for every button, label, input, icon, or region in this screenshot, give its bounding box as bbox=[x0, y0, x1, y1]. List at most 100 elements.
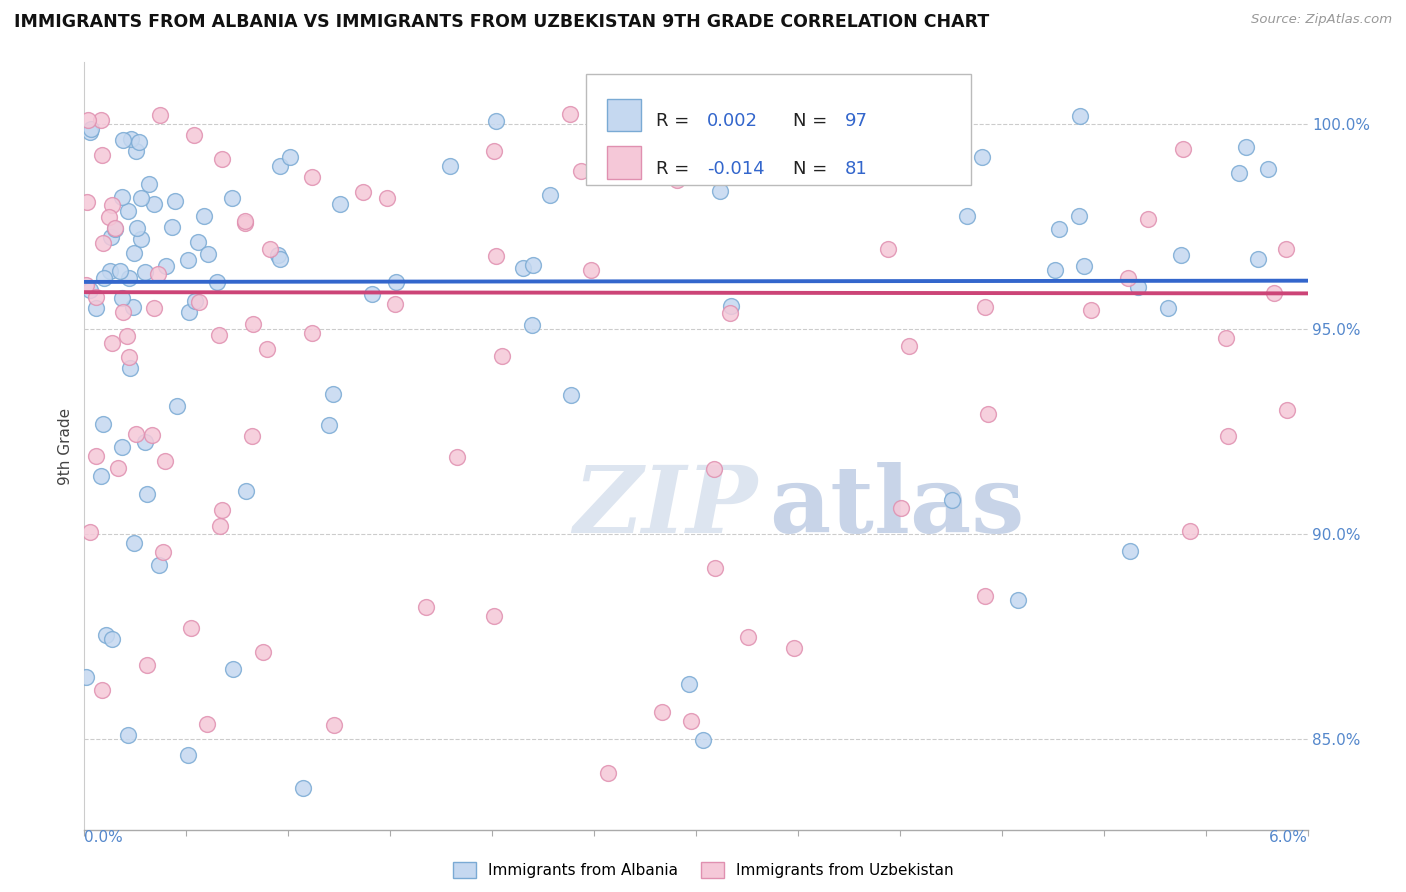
Point bbox=[259, 242, 281, 256]
Point bbox=[482, 144, 505, 158]
Point bbox=[90, 113, 112, 128]
Point bbox=[569, 164, 592, 178]
Point bbox=[155, 259, 177, 273]
Point bbox=[90, 468, 112, 483]
Point bbox=[75, 277, 97, 292]
Point bbox=[877, 243, 900, 257]
Point bbox=[329, 197, 352, 211]
Point bbox=[180, 621, 202, 635]
Point bbox=[446, 450, 468, 464]
Point bbox=[111, 189, 134, 203]
Point bbox=[718, 306, 741, 320]
Point bbox=[187, 235, 209, 249]
Point bbox=[118, 361, 141, 376]
Point bbox=[84, 290, 107, 304]
Point bbox=[177, 747, 200, 762]
Point bbox=[323, 717, 346, 731]
Point bbox=[679, 714, 702, 728]
Point bbox=[1277, 402, 1299, 417]
Point bbox=[278, 149, 301, 163]
Point bbox=[977, 408, 1000, 422]
Point bbox=[118, 271, 141, 285]
Point bbox=[242, 429, 264, 443]
Point bbox=[100, 198, 122, 212]
Point bbox=[704, 105, 727, 120]
Point bbox=[112, 305, 135, 319]
Point bbox=[1227, 166, 1250, 180]
Point bbox=[360, 286, 382, 301]
Point bbox=[91, 236, 114, 251]
Point bbox=[318, 417, 340, 432]
Point bbox=[761, 101, 783, 115]
Point bbox=[125, 144, 148, 158]
Point bbox=[160, 219, 183, 234]
Text: N =: N = bbox=[793, 112, 832, 130]
Point bbox=[84, 301, 107, 315]
Point bbox=[183, 128, 205, 142]
Point bbox=[233, 214, 256, 228]
Point bbox=[439, 159, 461, 173]
Point bbox=[375, 191, 398, 205]
Point bbox=[115, 329, 138, 343]
Text: -0.014: -0.014 bbox=[707, 160, 765, 178]
Point bbox=[195, 717, 218, 731]
Point bbox=[322, 387, 344, 401]
Point bbox=[484, 608, 506, 623]
Point bbox=[100, 229, 122, 244]
Point bbox=[538, 188, 561, 202]
Point bbox=[149, 108, 172, 122]
Point bbox=[104, 221, 127, 235]
Point bbox=[205, 275, 228, 289]
Point bbox=[142, 196, 165, 211]
Point bbox=[704, 561, 727, 575]
Point bbox=[301, 170, 323, 185]
Text: atlas: atlas bbox=[769, 462, 1025, 552]
Y-axis label: 9th Grade: 9th Grade bbox=[58, 408, 73, 484]
Point bbox=[93, 271, 115, 285]
Point bbox=[1043, 263, 1066, 277]
Point bbox=[136, 658, 159, 673]
Point bbox=[146, 267, 169, 281]
Point bbox=[651, 705, 673, 719]
Text: R =: R = bbox=[655, 160, 695, 178]
Point bbox=[138, 177, 160, 191]
Point bbox=[97, 210, 120, 224]
Point bbox=[522, 258, 544, 272]
Point bbox=[763, 147, 786, 161]
Point bbox=[252, 645, 274, 659]
Text: R =: R = bbox=[655, 112, 695, 130]
Point bbox=[1275, 242, 1298, 256]
Point bbox=[1157, 301, 1180, 316]
Point bbox=[166, 400, 188, 414]
Point bbox=[79, 125, 101, 139]
Point bbox=[974, 589, 997, 603]
Point bbox=[941, 493, 963, 508]
Point bbox=[153, 454, 176, 468]
Point bbox=[695, 153, 717, 168]
Point bbox=[91, 148, 114, 162]
Point bbox=[491, 349, 513, 363]
Point bbox=[117, 203, 139, 218]
Point bbox=[579, 263, 602, 277]
Point bbox=[720, 300, 742, 314]
Text: IMMIGRANTS FROM ALBANIA VS IMMIGRANTS FROM UZBEKISTAN 9TH GRADE CORRELATION CHAR: IMMIGRANTS FROM ALBANIA VS IMMIGRANTS FR… bbox=[14, 13, 990, 31]
Point bbox=[101, 632, 124, 647]
Point bbox=[709, 184, 731, 198]
Point bbox=[415, 600, 437, 615]
Point bbox=[932, 144, 955, 158]
Text: 81: 81 bbox=[845, 160, 868, 178]
Point bbox=[122, 301, 145, 315]
Point bbox=[75, 670, 97, 684]
Point bbox=[1246, 252, 1268, 266]
Point bbox=[79, 283, 101, 297]
Point bbox=[352, 185, 374, 199]
Point bbox=[148, 558, 170, 573]
Point bbox=[122, 535, 145, 549]
Point bbox=[101, 335, 124, 350]
Point bbox=[1069, 109, 1091, 123]
Point bbox=[970, 150, 993, 164]
Point bbox=[177, 252, 200, 267]
Point bbox=[1007, 593, 1029, 607]
Point bbox=[1171, 142, 1194, 156]
Point bbox=[1170, 248, 1192, 262]
